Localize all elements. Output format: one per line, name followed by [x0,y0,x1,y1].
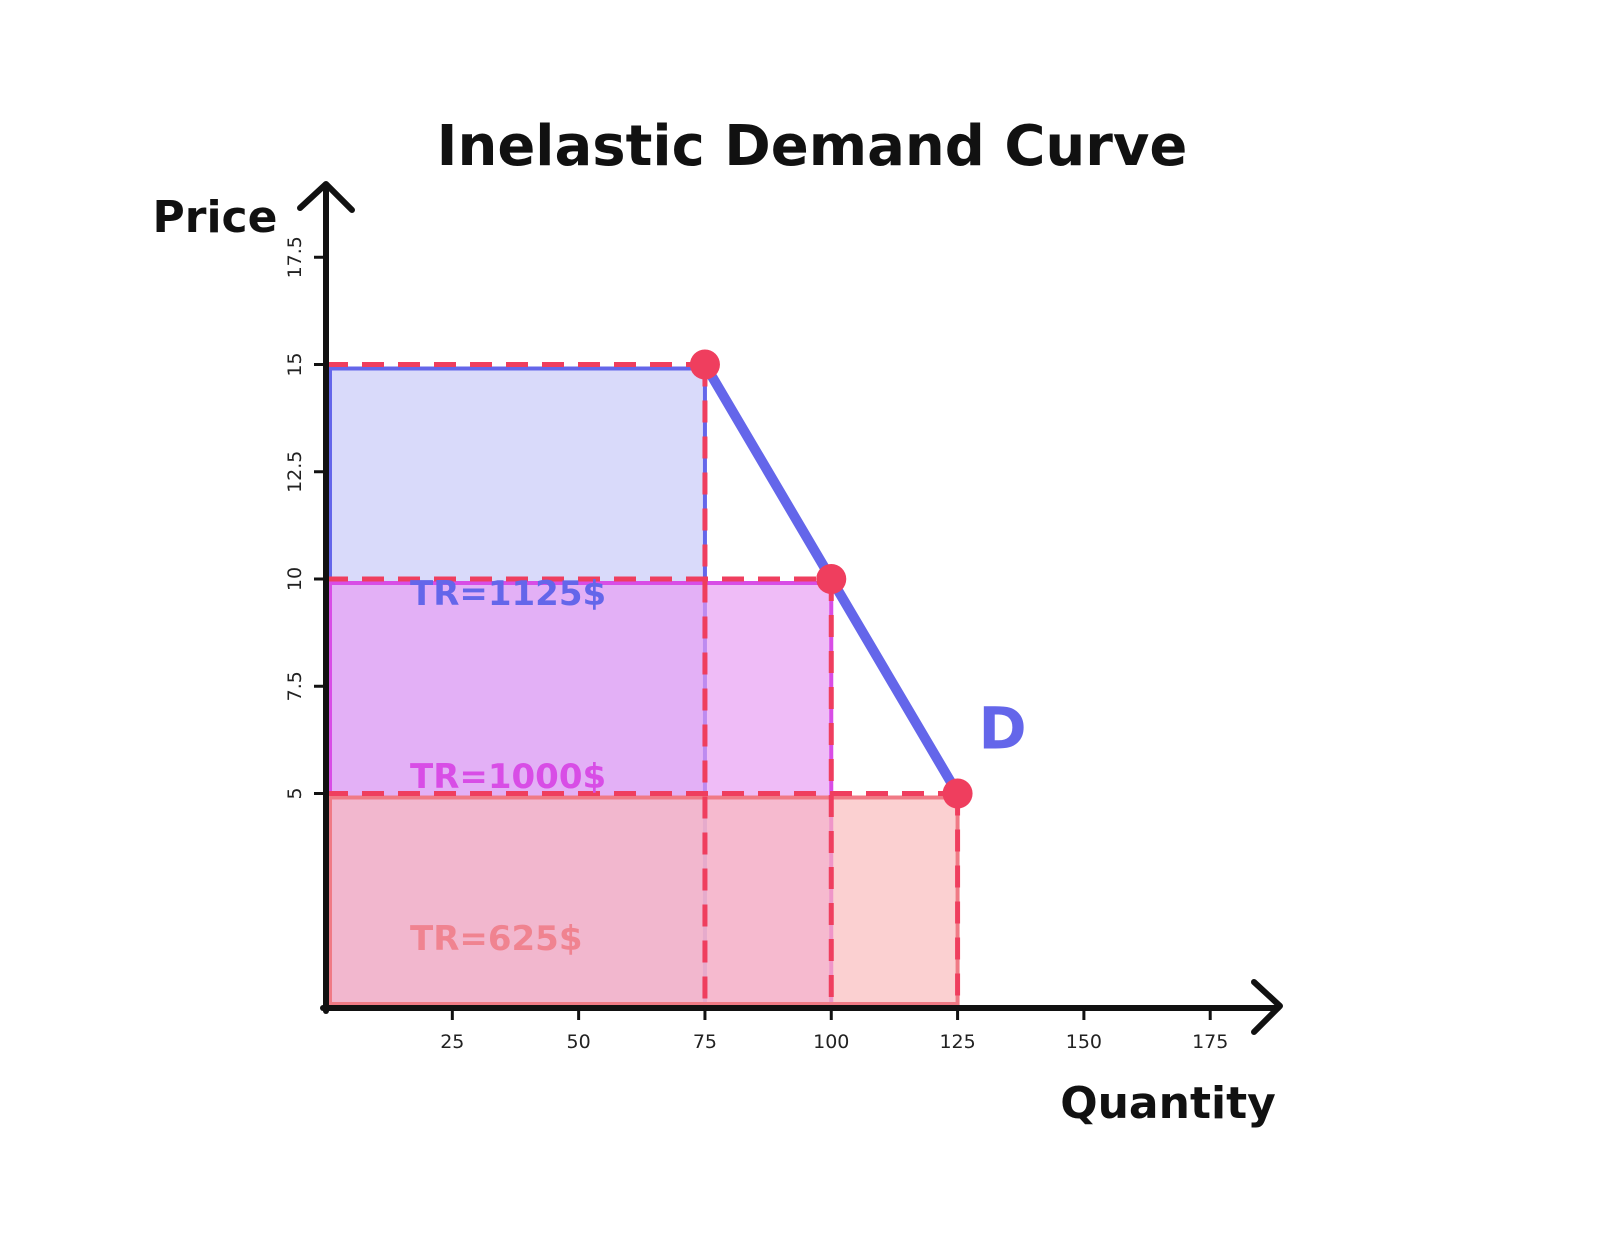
demand-point-2 [942,778,973,809]
x-tick-label: 125 [939,1031,975,1053]
revenue-area-2 [328,795,960,1006]
y-axis-title: Price [153,192,278,243]
y-tick-label: 12.5 [284,451,306,493]
x-tick-label: 150 [1066,1031,1102,1053]
chart-title: Inelastic Demand Curve [437,114,1188,179]
demand-point-1 [816,564,847,594]
y-axis-arrow [297,181,355,213]
revenue-labels: TR=1125$ TR=1000$ TR=625$ [410,574,606,959]
x-tick-label: 25 [440,1031,464,1053]
revenue-label-0: TR=1125$ [410,574,606,614]
revenue-label-1: TR=1000$ [410,757,606,797]
axes [297,181,1283,1035]
y-tick-label: 17.5 [284,236,306,278]
x-tick-label: 75 [693,1031,717,1053]
demand-curve-layer: D [689,349,1027,809]
dashed-guides [326,362,961,1008]
x-tick-label: 175 [1192,1031,1228,1053]
y-tick-label: 15 [284,352,306,376]
x-tick-label: 100 [813,1031,849,1053]
y-tick-label: 10 [284,567,306,591]
y-tick-label: 5 [284,787,306,799]
x-tick-label: 50 [567,1031,591,1053]
revenue-areas [328,366,960,1006]
x-axis-arrow [1251,979,1283,1035]
ticks: 25 50 75 100 125 150 175 5 7.5 10 12.5 15 17.5 [284,236,1228,1053]
demand-curve-label: D [979,695,1027,763]
revenue-label-2: TR=625$ [410,919,583,959]
y-tick-label: 7.5 [284,671,306,701]
demand-point-0 [689,349,720,380]
x-axis-title: Quantity [1060,1078,1276,1129]
